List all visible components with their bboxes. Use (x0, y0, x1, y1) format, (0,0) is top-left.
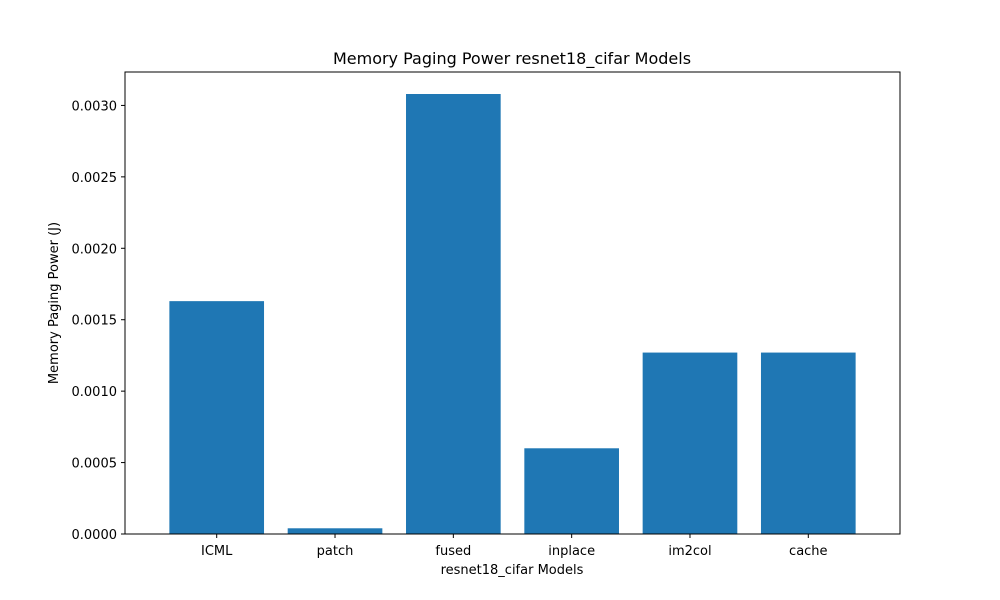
x-tick-label: cache (789, 544, 828, 559)
bar-inplace (524, 448, 619, 534)
x-tick-label: patch (317, 544, 354, 559)
y-tick-label: 0.0020 (72, 242, 118, 257)
y-tick-label: 0.0000 (72, 528, 118, 543)
bar-patch (287, 528, 383, 534)
y-tick-label: 0.0010 (72, 385, 118, 400)
y-tick-label: 0.0015 (72, 314, 118, 329)
bar-cache (760, 352, 856, 534)
x-tick-label: ICML (201, 544, 233, 559)
y-tick-label: 0.0030 (72, 99, 118, 114)
y-axis-label: Memory Paging Power (J) (47, 222, 62, 384)
x-axis-label: resnet18_cifar Models (441, 563, 584, 578)
bar-fused (406, 94, 501, 534)
chart-title: Memory Paging Power resnet18_cifar Model… (333, 49, 691, 69)
y-axis: 0.0000 0.0005 0.0010 0.0015 0.0020 0.0025 0.00… (72, 99, 125, 543)
plot-frame (124, 71, 901, 535)
x-axis: ICML patch fused inplace im2col cache (201, 534, 828, 559)
x-tick-label: fused (435, 544, 471, 559)
y-tick-label: 0.0025 (72, 171, 118, 186)
bar-im2col (642, 352, 738, 534)
x-tick-label: inplace (548, 544, 595, 559)
bars-group (169, 94, 856, 534)
bar-ICML (169, 301, 265, 534)
x-tick-label: im2col (668, 544, 711, 559)
y-tick-label: 0.0005 (72, 457, 118, 472)
